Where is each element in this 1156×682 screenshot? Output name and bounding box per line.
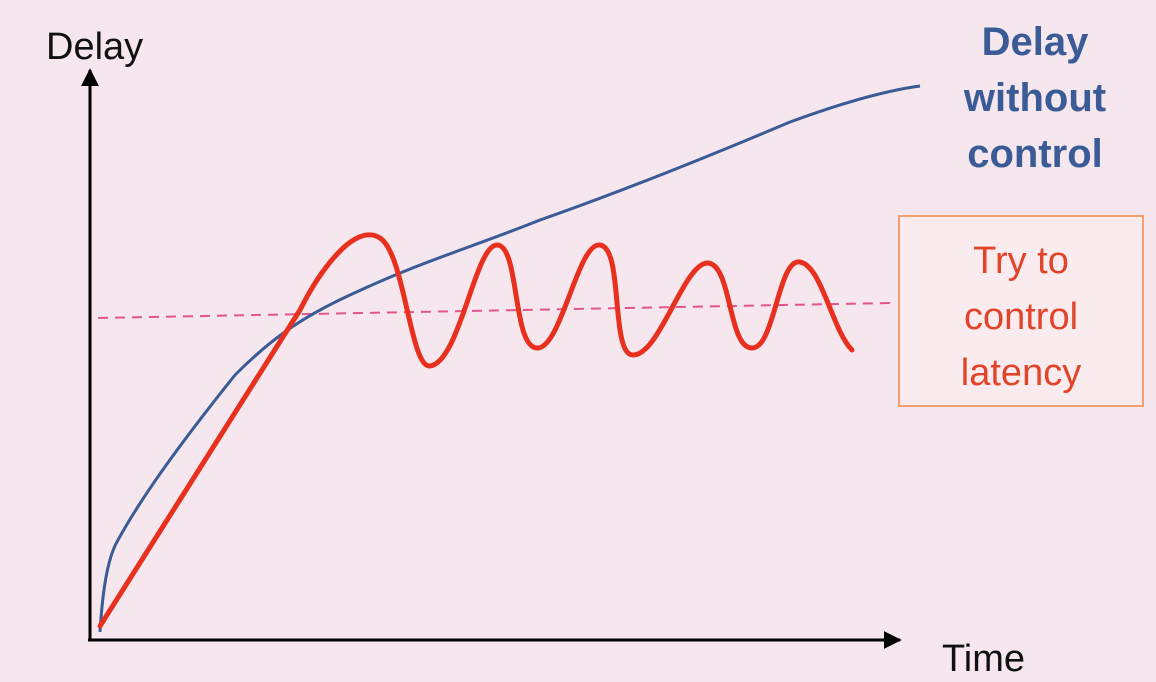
controlled-delay-curve <box>97 232 855 629</box>
annotation-line: control <box>963 296 1079 338</box>
target-latency-line <box>97 302 891 319</box>
label-line: control <box>967 132 1103 176</box>
annotation-line: latency <box>960 352 1082 394</box>
annotation-line: Try to <box>973 240 1069 282</box>
control-latency-annotation: Try to control latency <box>898 215 1144 407</box>
y-axis-label: Delay <box>46 26 144 68</box>
delay-without-control-curve <box>98 84 921 633</box>
x-axis-label: Time <box>942 638 1026 680</box>
label-line: without <box>963 76 1107 120</box>
annotation-text: Try to control latency <box>900 233 1142 401</box>
label-line: Delay <box>981 20 1089 64</box>
delay-without-control-label: Delay without control <box>935 14 1135 182</box>
